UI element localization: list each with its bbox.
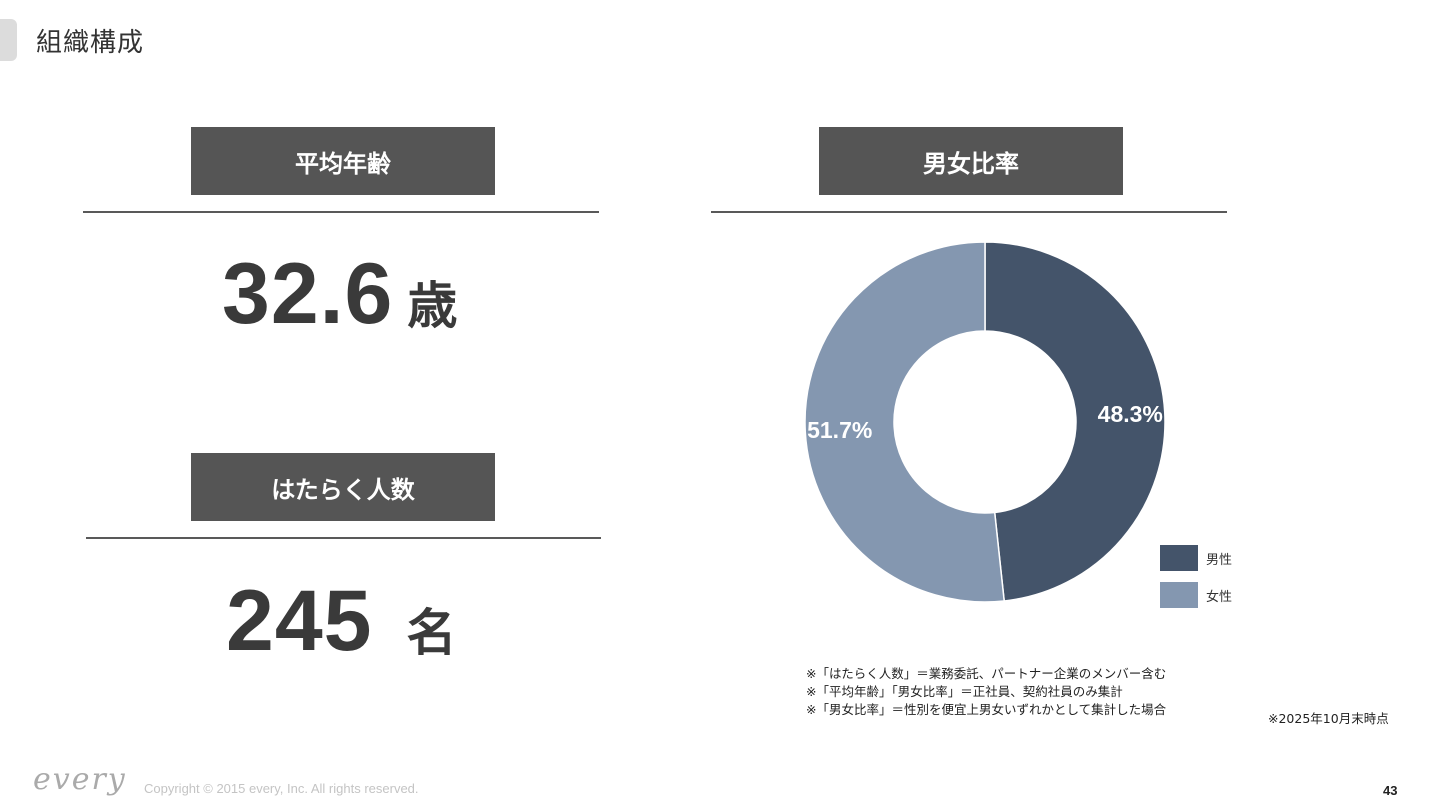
legend-swatch-female bbox=[1160, 582, 1198, 608]
every-logo: every bbox=[33, 762, 127, 797]
footnote: ※「はたらく人数」＝業務委託、パートナー企業のメンバー含む bbox=[806, 666, 1167, 681]
legend-label-female: 女性 bbox=[1206, 589, 1233, 605]
chart-legend: 男性 女性 bbox=[1160, 545, 1232, 619]
avg-age-heading: 平均年齢 bbox=[191, 127, 495, 195]
footnote: ※「平均年齢｣「男女比率」＝正社員、契約社員のみ集計 bbox=[806, 684, 1123, 699]
gender-heading: 男女比率 bbox=[819, 127, 1123, 195]
donut-slice-female bbox=[804, 241, 1006, 603]
footnote: ※「男女比率」＝性別を便宜上男女いずれかとして集計した場合 bbox=[806, 702, 1167, 717]
footnotes: ※「はたらく人数」＝業務委託、パートナー企業のメンバー含む ※「平均年齢｣「男女… bbox=[806, 665, 1166, 719]
legend-item-female: 女性 bbox=[1160, 582, 1232, 608]
page-title: 組織構成 bbox=[36, 28, 145, 58]
headcount-heading: はたらく人数 bbox=[191, 453, 495, 521]
gender-donut-chart: 48.3% 51.7% bbox=[804, 241, 1166, 603]
donut-label-male: 48.3% bbox=[1098, 401, 1163, 427]
donut-label-female: 51.7% bbox=[807, 417, 872, 443]
headcount-divider bbox=[86, 537, 601, 539]
title-accent-tab bbox=[0, 19, 17, 61]
legend-item-male: 男性 bbox=[1160, 545, 1232, 571]
headcount-stat: 245 名 bbox=[226, 572, 457, 671]
avg-age-stat: 32.6 歳 bbox=[222, 245, 457, 344]
page-number: 43 bbox=[1383, 783, 1398, 798]
copyright-text: Copyright © 2015 every, Inc. All rights … bbox=[144, 781, 419, 796]
gender-divider bbox=[711, 211, 1227, 213]
legend-swatch-male bbox=[1160, 545, 1198, 571]
as-of-date: ※2025年10月末時点 bbox=[1268, 711, 1389, 726]
headcount-value: 245 bbox=[226, 573, 373, 669]
headcount-unit: 名 bbox=[406, 604, 457, 662]
avg-age-unit: 歳 bbox=[407, 277, 458, 335]
donut-slice-male bbox=[984, 241, 1166, 602]
legend-label-male: 男性 bbox=[1206, 552, 1233, 568]
avg-age-divider bbox=[83, 211, 599, 213]
avg-age-value: 32.6 bbox=[222, 246, 394, 342]
